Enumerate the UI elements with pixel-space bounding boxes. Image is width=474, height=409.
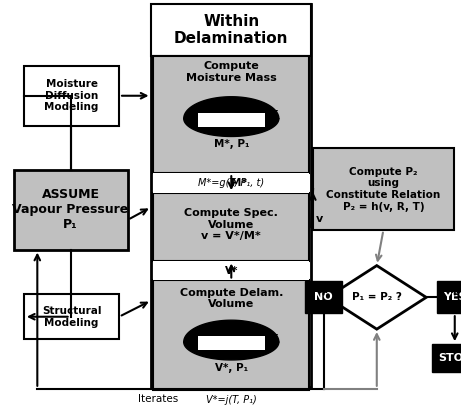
Text: M*=g(T, P₁, t): M*=g(T, P₁, t) <box>198 178 264 188</box>
Text: T: T <box>272 110 278 119</box>
Text: V*=j(T, P₁): V*=j(T, P₁) <box>206 395 256 405</box>
Bar <box>24 66 119 126</box>
Bar <box>14 170 128 249</box>
Text: V*, P₁: V*, P₁ <box>215 363 248 373</box>
Bar <box>198 112 264 126</box>
Bar <box>151 4 311 56</box>
Text: STOP: STOP <box>438 353 471 363</box>
Polygon shape <box>184 320 279 344</box>
Bar <box>437 281 473 313</box>
Bar <box>153 193 309 261</box>
Bar <box>198 336 264 350</box>
Polygon shape <box>184 340 279 360</box>
Text: YES: YES <box>443 292 466 302</box>
Text: Compute P₂
using
Constitute Relation
P₂ = h(v, R, T): Compute P₂ using Constitute Relation P₂ … <box>326 167 440 211</box>
Text: NO: NO <box>314 292 333 302</box>
Polygon shape <box>328 265 426 329</box>
Text: Structural
Modeling: Structural Modeling <box>42 306 101 328</box>
Text: Compute Delam.
Volume: Compute Delam. Volume <box>180 288 283 309</box>
Bar <box>153 261 309 281</box>
Text: M*: M* <box>231 178 247 188</box>
Text: v: v <box>316 214 323 224</box>
Text: Compute
Moisture Mass: Compute Moisture Mass <box>186 61 277 83</box>
Text: T: T <box>272 334 278 343</box>
Polygon shape <box>184 117 279 137</box>
Bar <box>24 294 119 339</box>
Text: Within
Delamination: Within Delamination <box>174 14 289 46</box>
Polygon shape <box>184 97 279 121</box>
Text: M*, P₁: M*, P₁ <box>214 139 249 149</box>
Bar <box>432 344 474 372</box>
Text: P₁ = P₂ ?: P₁ = P₂ ? <box>352 292 402 302</box>
Bar <box>313 148 454 230</box>
Bar <box>153 173 309 193</box>
Text: Compute Spec.
Volume
v = V*/M*: Compute Spec. Volume v = V*/M* <box>184 208 278 241</box>
Bar <box>151 4 311 387</box>
Text: ASSUME
Vapour Pressure
P₁: ASSUME Vapour Pressure P₁ <box>12 189 129 231</box>
Text: Iterates: Iterates <box>138 394 178 404</box>
Text: V*: V* <box>225 265 238 276</box>
Text: Moisture
Diffusion
Modeling: Moisture Diffusion Modeling <box>45 79 99 112</box>
Bar <box>153 281 309 390</box>
Bar <box>305 281 342 313</box>
Bar <box>153 56 309 173</box>
